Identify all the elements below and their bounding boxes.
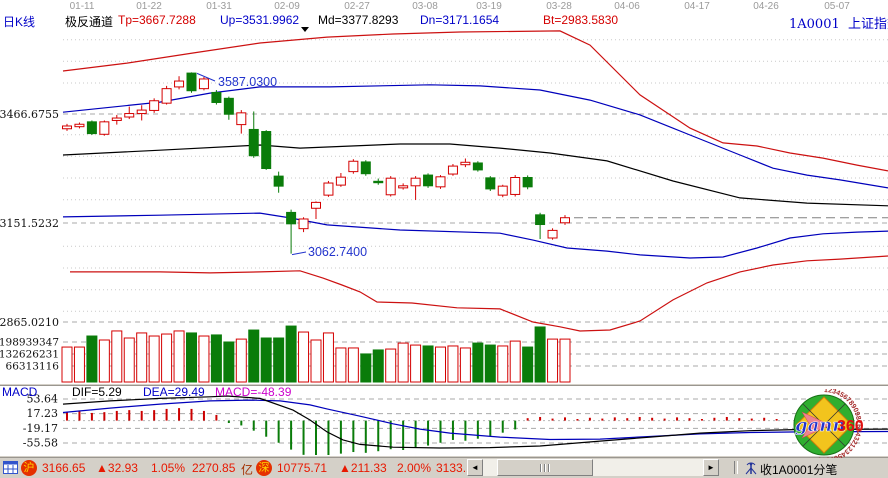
date-tick: 01-22: [136, 1, 162, 12]
logo-word: gann: [795, 415, 845, 436]
date-tick: 03-28: [546, 1, 572, 12]
param-dn: Dn=3171.1654: [420, 13, 500, 27]
statusbar-separator: [734, 461, 738, 474]
svg-text:53.64: 53.64: [27, 392, 59, 405]
status-bar: 沪 3166.65 ▲32.93 1.05% 2270.85 亿 深 10775…: [0, 458, 888, 478]
svg-text:198939347: 198939347: [0, 337, 59, 349]
sh-percent: 1.05%: [151, 461, 186, 475]
svg-text:2865.0210: 2865.0210: [0, 316, 59, 329]
sz-index: 10775.71: [277, 461, 328, 475]
scrollbar-track[interactable]: [483, 459, 703, 476]
date-tick: 01-11: [69, 1, 95, 12]
date-tick: 04-26: [753, 1, 779, 12]
indicator-header: 日K线 极反通道 Tp=3667.7288 Up=3531.9962 Md=33…: [0, 13, 888, 29]
antenna-icon: [744, 461, 758, 478]
indicator-name[interactable]: 极反通道: [65, 15, 114, 29]
scroll-left-button[interactable]: ◄: [467, 459, 483, 476]
date-tick: 03-08: [412, 1, 438, 12]
scrollbar-thumb[interactable]: [497, 459, 593, 476]
symbol-code: 1A0001: [789, 17, 840, 32]
sh-change: ▲32.93: [96, 461, 138, 475]
param-up: Up=3531.9962: [220, 13, 300, 27]
svg-text:3587.0300: 3587.0300: [218, 75, 277, 89]
param-tp: Tp=3667.7288: [118, 13, 196, 27]
macd-header: MACD DIF=5.29 DEA=29.49 MACD=-48.39: [0, 385, 888, 399]
dea-value: DEA=29.49: [143, 385, 205, 399]
date-tick: 02-09: [274, 1, 300, 12]
period-label[interactable]: 日K线: [3, 15, 36, 29]
symbol-title: 1A0001 上证指数: [789, 13, 888, 32]
svg-text:3466.6755: 3466.6755: [0, 108, 59, 121]
svg-text:132626231: 132626231: [0, 349, 59, 361]
date-tick: 04-06: [614, 1, 640, 12]
svg-text:66313116: 66313116: [6, 361, 60, 373]
sh-turnover: 2270.85: [192, 461, 236, 475]
svg-text:3062.7400: 3062.7400: [308, 245, 367, 259]
sz-percent: 2.00%: [397, 461, 432, 475]
svg-text:-55.58: -55.58: [23, 436, 58, 449]
date-tick: 01-31: [206, 1, 232, 12]
sh-turnover-unit: 亿: [241, 463, 254, 477]
date-tick: 04-17: [684, 1, 710, 12]
macd-value: MACD=-48.39: [215, 385, 292, 399]
logo-arrow: [801, 411, 831, 439]
param-md: Md=3377.8293: [318, 13, 399, 27]
gann360-logo: 1234567890987654321234567890 gann 360: [793, 389, 864, 463]
svg-text:3151.5232: 3151.5232: [0, 217, 59, 230]
shenzhen-market-icon: 深: [256, 460, 272, 476]
date-tick: 05-07: [824, 1, 850, 12]
svg-text:17.23: 17.23: [27, 407, 59, 420]
shanghai-market-icon: 沪: [21, 460, 37, 476]
pane-splitter[interactable]: [0, 383, 888, 386]
pane-splitter[interactable]: [0, 455, 888, 458]
date-tick: 02-27: [344, 1, 370, 12]
macd-indicator-label[interactable]: MACD: [2, 385, 38, 399]
svg-text:-19.17: -19.17: [23, 422, 58, 435]
sz-change: ▲211.33: [339, 461, 387, 475]
logo-number: 360: [837, 418, 864, 435]
network-status-text: 收1A0001分笔: [760, 463, 838, 477]
sh-index: 3166.65: [42, 461, 86, 475]
symbol-name: 上证指数: [848, 17, 888, 32]
scroll-right-button[interactable]: ►: [703, 459, 719, 476]
table-icon[interactable]: [3, 461, 18, 477]
param-bt: Bt=2983.5830: [543, 13, 619, 27]
horizontal-scrollbar[interactable]: ◄ ►: [467, 459, 719, 476]
date-tick: 03-19: [476, 1, 502, 12]
dif-value: DIF=5.29: [72, 385, 122, 399]
